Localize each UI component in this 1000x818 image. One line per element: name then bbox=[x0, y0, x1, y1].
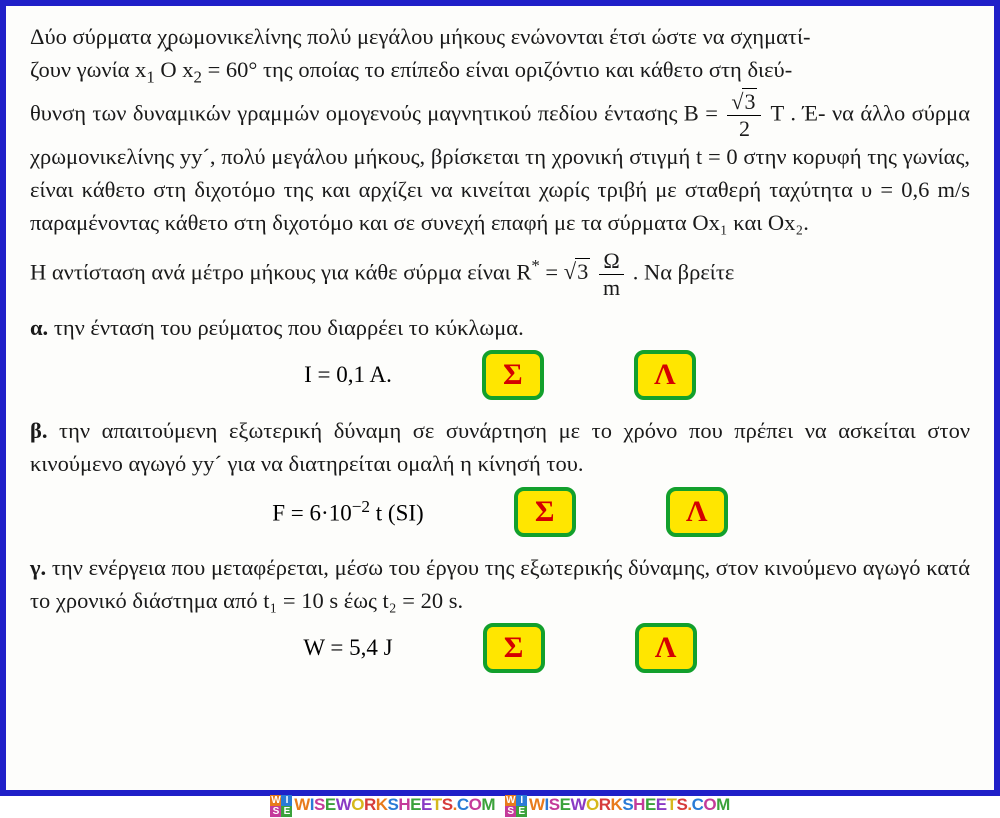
resistance-line: Η αντίσταση ανά μέτρο μήκους για κάθε σύ… bbox=[30, 250, 970, 299]
label-alpha: α. bbox=[30, 315, 48, 340]
intro-line-1: Δύο σύρματα χρωμονικελίνης πολύ μεγάλου … bbox=[30, 24, 811, 49]
answer-row-alpha: I = 0,1 A. Σ Λ bbox=[30, 350, 970, 400]
formula-gamma: W = 5,4 J bbox=[303, 635, 392, 661]
false-button-beta[interactable]: Λ bbox=[666, 487, 728, 537]
problem-statement: Δύο σύρματα χρωμονικελίνης πολύ μεγάλου … bbox=[30, 20, 970, 240]
formula-alpha: I = 0,1 A. bbox=[304, 362, 392, 388]
sqrt-3b: 3 bbox=[564, 255, 591, 288]
false-button-alpha[interactable]: Λ bbox=[634, 350, 696, 400]
intro-line-2-a: ζουν γωνία x bbox=[30, 57, 146, 82]
question-beta: β. την απαιτούμενη εξωτερική δύναμη σε σ… bbox=[30, 414, 970, 481]
intro-line-2-b: x bbox=[182, 57, 193, 82]
intro-line-3-b: T . Έ- bbox=[771, 100, 826, 125]
watermark-block-1: WISE WISEWORKSHEETS.COM bbox=[270, 795, 495, 817]
question-alpha: α. την ένταση του ρεύματος που διαρρέει … bbox=[30, 311, 970, 344]
fraction-ohm-m: Ω m bbox=[599, 250, 624, 299]
sub-2: 2 bbox=[194, 68, 202, 87]
logo-icon: WISE bbox=[270, 795, 292, 817]
sub-1: 1 bbox=[146, 68, 154, 87]
true-button-alpha[interactable]: Σ bbox=[482, 350, 544, 400]
intro-line-3-a: θυνση των δυναμικών γραμμών ομογενούς μα… bbox=[30, 100, 724, 125]
false-button-gamma[interactable]: Λ bbox=[635, 623, 697, 673]
label-beta: β. bbox=[30, 418, 47, 443]
intro-line-2-c: = 60° της οποίας το επίπεδο είναι οριζόν… bbox=[208, 57, 793, 82]
answer-row-beta: F = 6·10−2 t (SI) Σ Λ bbox=[30, 487, 970, 537]
true-button-gamma[interactable]: Σ bbox=[483, 623, 545, 673]
angle-hat: O bbox=[160, 53, 176, 86]
watermark: WISE WISEWORKSHEETS.COM WISE WISEWORKSHE… bbox=[0, 794, 1000, 818]
label-gamma: γ. bbox=[30, 555, 46, 580]
answer-row-gamma: W = 5,4 J Σ Λ bbox=[30, 623, 970, 673]
sqrt-3a: 3 bbox=[731, 91, 757, 113]
logo-icon: WISE bbox=[505, 795, 527, 817]
watermark-block-2: WISE WISEWORKSHEETS.COM bbox=[505, 795, 730, 817]
formula-beta: F = 6·10−2 t (SI) bbox=[272, 497, 423, 527]
question-gamma: γ. την ενέργεια που μεταφέρεται, μέσω το… bbox=[30, 551, 970, 618]
fraction-b: 3 2 bbox=[727, 91, 761, 140]
true-button-beta[interactable]: Σ bbox=[514, 487, 576, 537]
worksheet-page: Δύο σύρματα χρωμονικελίνης πολύ μεγάλου … bbox=[0, 0, 1000, 796]
